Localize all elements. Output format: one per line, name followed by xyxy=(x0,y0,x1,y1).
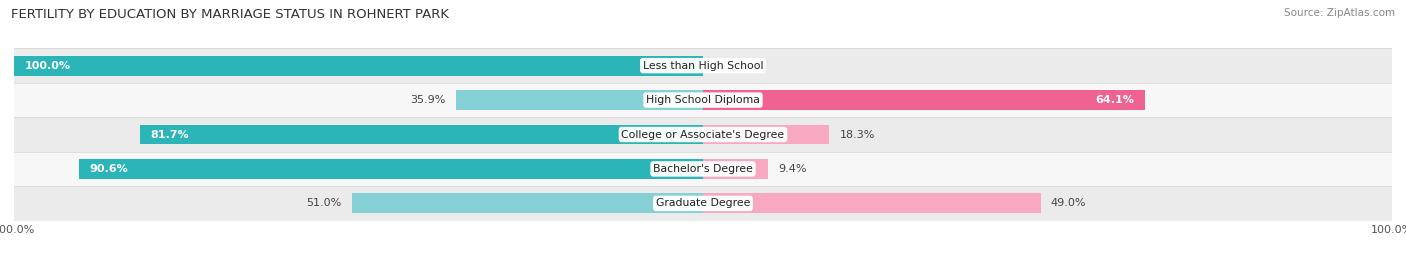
Bar xyxy=(141,125,703,144)
Text: 51.0%: 51.0% xyxy=(307,198,342,208)
Text: Less than High School: Less than High School xyxy=(643,61,763,71)
Text: High School Diploma: High School Diploma xyxy=(647,95,759,105)
Text: 100.0%: 100.0% xyxy=(24,61,70,71)
Bar xyxy=(14,186,1392,221)
Text: College or Associate's Degree: College or Associate's Degree xyxy=(621,129,785,140)
Bar xyxy=(703,125,830,144)
Text: 90.6%: 90.6% xyxy=(89,164,128,174)
Text: Graduate Degree: Graduate Degree xyxy=(655,198,751,208)
Text: 0.0%: 0.0% xyxy=(713,61,741,71)
Text: FERTILITY BY EDUCATION BY MARRIAGE STATUS IN ROHNERT PARK: FERTILITY BY EDUCATION BY MARRIAGE STATU… xyxy=(11,8,450,21)
Bar xyxy=(352,193,703,213)
Text: Bachelor's Degree: Bachelor's Degree xyxy=(652,164,754,174)
Bar xyxy=(14,83,1392,117)
Bar xyxy=(703,159,768,179)
Text: 49.0%: 49.0% xyxy=(1050,198,1087,208)
Bar xyxy=(14,56,703,76)
Bar xyxy=(14,117,1392,152)
Bar xyxy=(703,193,1040,213)
Bar xyxy=(456,90,703,110)
Text: Source: ZipAtlas.com: Source: ZipAtlas.com xyxy=(1284,8,1395,18)
Text: 64.1%: 64.1% xyxy=(1095,95,1135,105)
Bar xyxy=(14,152,1392,186)
Text: 35.9%: 35.9% xyxy=(411,95,446,105)
Text: 9.4%: 9.4% xyxy=(778,164,807,174)
Text: 18.3%: 18.3% xyxy=(839,129,875,140)
Bar xyxy=(79,159,703,179)
Bar xyxy=(703,90,1144,110)
Bar xyxy=(14,48,1392,83)
Text: 81.7%: 81.7% xyxy=(150,129,188,140)
